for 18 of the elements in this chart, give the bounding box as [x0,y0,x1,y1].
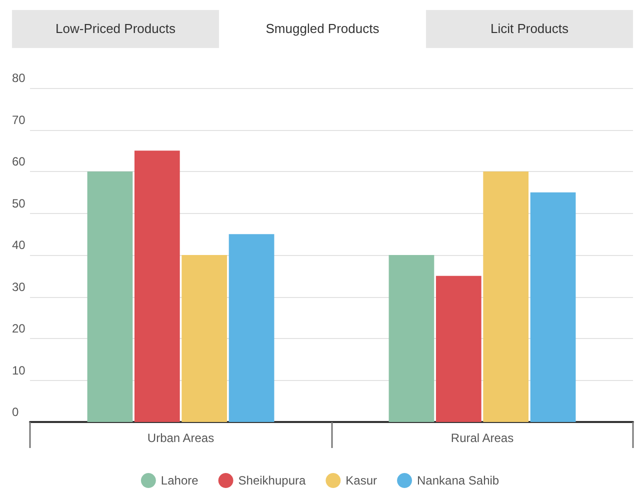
y-tick-label: 20 [12,322,26,336]
y-tick-label: 70 [12,112,26,127]
tab-label: Low-Priced Products [56,20,176,38]
tab-label: Smuggled Products [266,20,380,38]
x-tick-label: Rural Areas [450,431,514,445]
legend-label: Lahore [160,474,199,488]
tab-label: Licit Products [490,20,569,38]
y-tick-label: 80 [12,71,26,85]
y-tick-label: 0 [12,405,19,419]
legend-label: Sheikhupura [238,474,306,488]
legend-label: Kasur [346,474,378,488]
y-tick-label: 10 [12,363,26,378]
legend-label: Nankana Sahib [417,474,500,488]
x-tick-label: Urban Areas [147,431,214,445]
y-tick-label: 40 [12,238,26,252]
y-tick-label: 50 [12,196,26,210]
y-tick-label: 30 [12,280,26,294]
y-tick-label: 60 [12,154,26,168]
